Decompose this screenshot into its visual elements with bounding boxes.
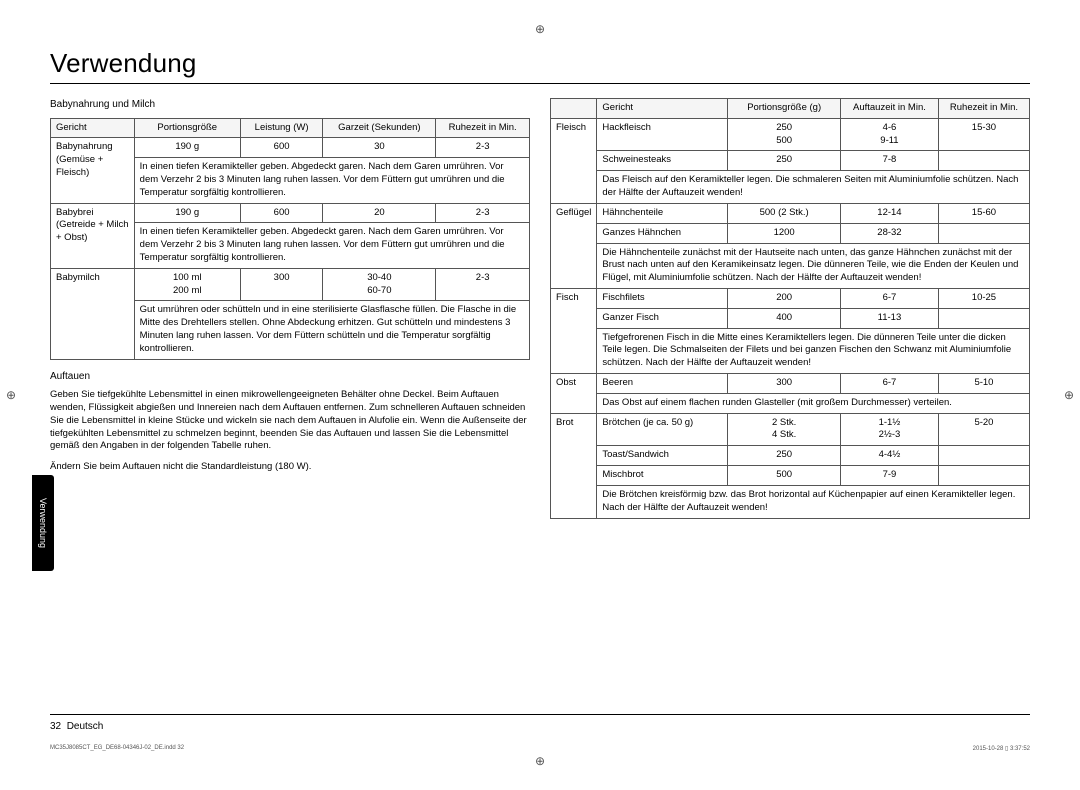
footer-page-num: 32 [50,721,61,732]
table-cell-note: Gut umrühren oder schütteln und in eine … [134,301,529,359]
table-cell-category: Fisch [551,288,597,373]
table-cell-dish: Babybrei (Getreide + Milch + Obst) [51,203,135,268]
table-cell-note: Die Brötchen kreisförmig bzw. das Brot h… [597,485,1030,518]
table-cell: 5-20 [938,413,1029,446]
table-cell-category: Obst [551,374,597,414]
table-cell: Fischfilets [597,288,728,308]
table-cell: 500 [728,466,841,486]
th-time: Garzeit (Sekunden) [323,118,436,138]
table-cell-category: Geflügel [551,203,597,288]
th-power: Leistung (W) [240,118,323,138]
table-cell [938,466,1029,486]
th-cat [551,99,597,119]
table-cell-category: Fleisch [551,118,597,203]
thaw-heading: Auftauen [50,370,530,384]
table-cell: 4-6 9-11 [840,118,938,151]
table-cell: 2-3 [436,138,530,158]
print-right: 2015-10-28 ▯ 3:37:52 [973,745,1030,752]
table-cell: 15-60 [938,203,1029,223]
table-cell: 190 g [134,138,240,158]
print-line: MC35J8085CT_EG_DE68-04346J-02_DE.indd 32… [50,745,1030,752]
table-cell-category: Brot [551,413,597,518]
table-cell: 400 [728,308,841,328]
title-rule [50,83,1030,84]
table-cell: 1200 [728,223,841,243]
table-cell: 250 [728,151,841,171]
print-left: MC35J8085CT_EG_DE68-04346J-02_DE.indd 32 [50,745,184,752]
table-cell: 5-10 [938,374,1029,394]
th-dish: Gericht [51,118,135,138]
th-rest: Ruhezeit in Min. [436,118,530,138]
table-cell [938,308,1029,328]
table-cell-dish: Babynahrung (Gemüse + Fleisch) [51,138,135,203]
thaw-p1: Geben Sie tiefgekühlte Lebensmittel in e… [50,389,530,453]
table-cell: 11-13 [840,308,938,328]
table-cell: 10-25 [938,288,1029,308]
th-rest2: Ruhezeit in Min. [938,99,1029,119]
table-cell: 2 Stk. 4 Stk. [728,413,841,446]
table-cell: 300 [240,268,323,301]
two-column-layout: Babynahrung und Milch Gericht Portionsgr… [50,98,1030,529]
table-cell: 6-7 [840,288,938,308]
th-dish2: Gericht [597,99,728,119]
table-cell: Beeren [597,374,728,394]
left-column: Babynahrung und Milch Gericht Portionsgr… [50,98,530,529]
table-cell: 15-30 [938,118,1029,151]
right-column: Gericht Portionsgröße (g) Auftauzeit in … [550,98,1030,529]
table-cell-note: Die Hähnchenteile zunächst mit der Hauts… [597,243,1030,288]
thaw-table: Gericht Portionsgröße (g) Auftauzeit in … [550,98,1030,519]
table-cell: 2-3 [436,268,530,301]
crop-mark-top: ⊕ [535,22,545,36]
table-cell: Toast/Sandwich [597,446,728,466]
table-cell-note: Tiefgefrorenen Fisch in die Mitte eines … [597,328,1030,373]
table-cell-dish: Babymilch [51,268,135,359]
table-cell: 200 [728,288,841,308]
table-cell: 12-14 [840,203,938,223]
th-thaw: Auftauzeit in Min. [840,99,938,119]
footer-lang: Deutsch [67,721,104,732]
table-cell: Brötchen (je ca. 50 g) [597,413,728,446]
table-cell [938,151,1029,171]
table-cell: Ganzer Fisch [597,308,728,328]
table-cell: 4-4½ [840,446,938,466]
table-cell: Hackfleisch [597,118,728,151]
page-title: Verwendung [50,48,1030,79]
table-cell: 190 g [134,203,240,223]
table-cell: Mischbrot [597,466,728,486]
page-content: Verwendung Babynahrung und Milch Gericht… [50,48,1030,742]
th-portion2: Portionsgröße (g) [728,99,841,119]
table-cell: 28-32 [840,223,938,243]
table-cell [938,223,1029,243]
table-cell-note: In einen tiefen Keramikteller geben. Abg… [134,158,529,203]
th-portion: Portionsgröße [134,118,240,138]
table-cell-note: Das Fleisch auf den Keramikteller legen.… [597,171,1030,204]
table-cell: 30-40 60-70 [323,268,436,301]
table-cell: 500 (2 Stk.) [728,203,841,223]
table-cell: 300 [728,374,841,394]
table-cell: 20 [323,203,436,223]
table-cell-note: Das Obst auf einem flachen runden Glaste… [597,393,1030,413]
table-cell: Ganzes Hähnchen [597,223,728,243]
table-cell: 250 [728,446,841,466]
crop-mark-bottom: ⊕ [535,754,545,768]
table-cell: 250 500 [728,118,841,151]
table-cell: 6-7 [840,374,938,394]
table-cell: 2-3 [436,203,530,223]
table-cell-note: In einen tiefen Keramikteller geben. Abg… [134,223,529,268]
table-cell: 7-9 [840,466,938,486]
left-heading: Babynahrung und Milch [50,98,530,112]
table-cell: 7-8 [840,151,938,171]
thaw-p2: Ändern Sie beim Auftauen nicht die Stand… [50,461,530,474]
table-cell: Hähnchenteile [597,203,728,223]
table-cell [938,446,1029,466]
table-cell: 600 [240,203,323,223]
baby-food-table: Gericht Portionsgröße Leistung (W) Garze… [50,118,530,360]
table-cell: 1-1½ 2½-3 [840,413,938,446]
table-cell: Schweinesteaks [597,151,728,171]
table-cell: 30 [323,138,436,158]
table-cell: 600 [240,138,323,158]
page-footer: 32 Deutsch [50,714,1030,732]
table-cell: 100 ml 200 ml [134,268,240,301]
